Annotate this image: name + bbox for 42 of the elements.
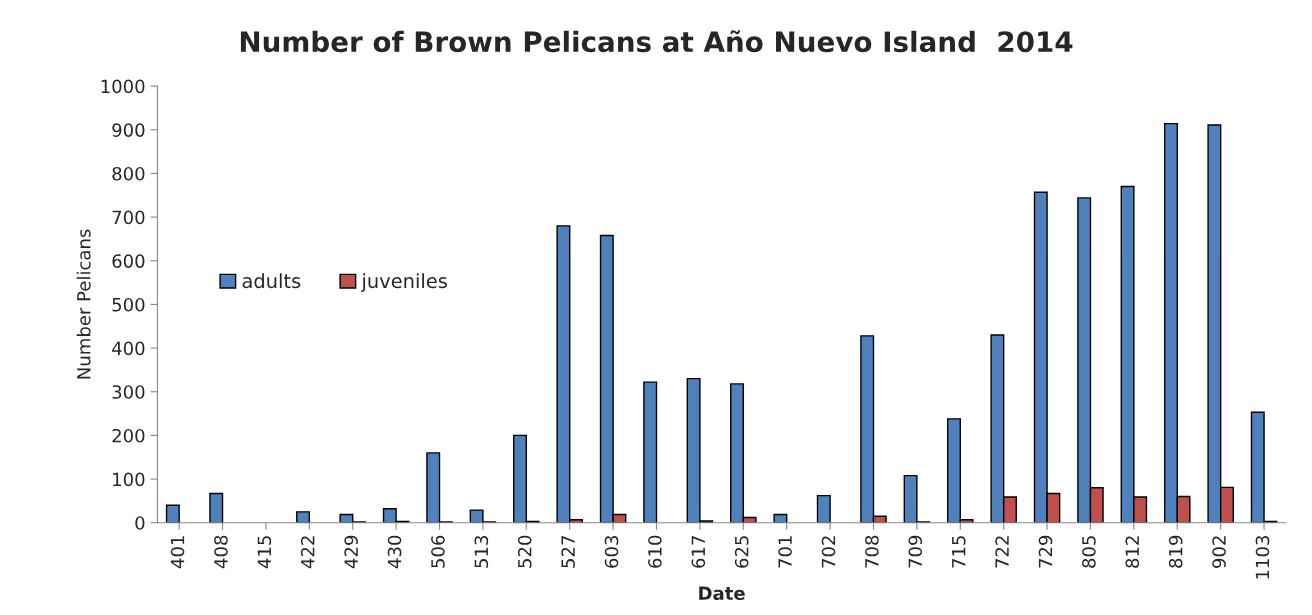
- x-tick-label: 805: [1082, 536, 1096, 568]
- x-axis-title: Date: [699, 586, 745, 601]
- y-axis-title: Number Pelicans: [76, 229, 91, 379]
- x-tick-label: 513: [474, 536, 489, 568]
- x-tick-label: 422: [300, 536, 315, 569]
- y-tick-label: 900: [112, 123, 145, 137]
- x-tick-label: 709: [908, 535, 923, 568]
- x-tick-label: 429: [344, 535, 358, 569]
- x-tick-label: 1103: [1255, 536, 1270, 579]
- x-tick-label: 902: [1212, 536, 1226, 568]
- x-tick-label: 701: [778, 536, 792, 568]
- x-tick-label: 430: [387, 535, 402, 569]
- chart-title: Number of Brown Pelicans at Año Nuevo Island 2014: [240, 30, 1073, 53]
- x-tick-label: 401: [170, 536, 185, 569]
- x-tick-label: 729: [1038, 535, 1053, 568]
- x-tick-label: 408: [214, 535, 228, 569]
- x-tick-label: 708: [865, 535, 879, 568]
- x-tick-label: 415: [257, 536, 272, 569]
- y-tick-label: 300: [112, 385, 145, 399]
- x-tick-label: 527: [561, 536, 575, 568]
- x-tick-label: 812: [1125, 536, 1140, 568]
- x-tick-label: 617: [691, 536, 706, 568]
- x-tick-label: 702: [821, 536, 836, 568]
- x-tick-label: 520: [517, 535, 532, 568]
- x-tick-label: 625: [734, 536, 749, 568]
- y-tick-label: 100: [113, 472, 145, 487]
- legend-label: adults: [242, 273, 301, 289]
- y-tick-label: 500: [112, 297, 145, 312]
- y-tick-label: 700: [112, 210, 145, 225]
- y-tick-label: 800: [112, 166, 145, 181]
- x-tick-label: 610: [648, 535, 662, 568]
- legend-label: juveniles: [361, 273, 447, 292]
- y-tick-label: 200: [112, 428, 145, 443]
- x-tick-label: 819: [1168, 535, 1183, 568]
- y-tick-label: 600: [112, 254, 145, 268]
- y-tick-label: 1000: [101, 79, 145, 94]
- y-tick-label: 400: [112, 341, 145, 356]
- x-tick-label: 506: [431, 535, 445, 568]
- y-tick-label: 0: [135, 516, 145, 530]
- x-tick-label: 722: [995, 536, 1009, 568]
- x-tick-label: 715: [952, 536, 966, 568]
- x-tick-label: 603: [604, 536, 619, 568]
